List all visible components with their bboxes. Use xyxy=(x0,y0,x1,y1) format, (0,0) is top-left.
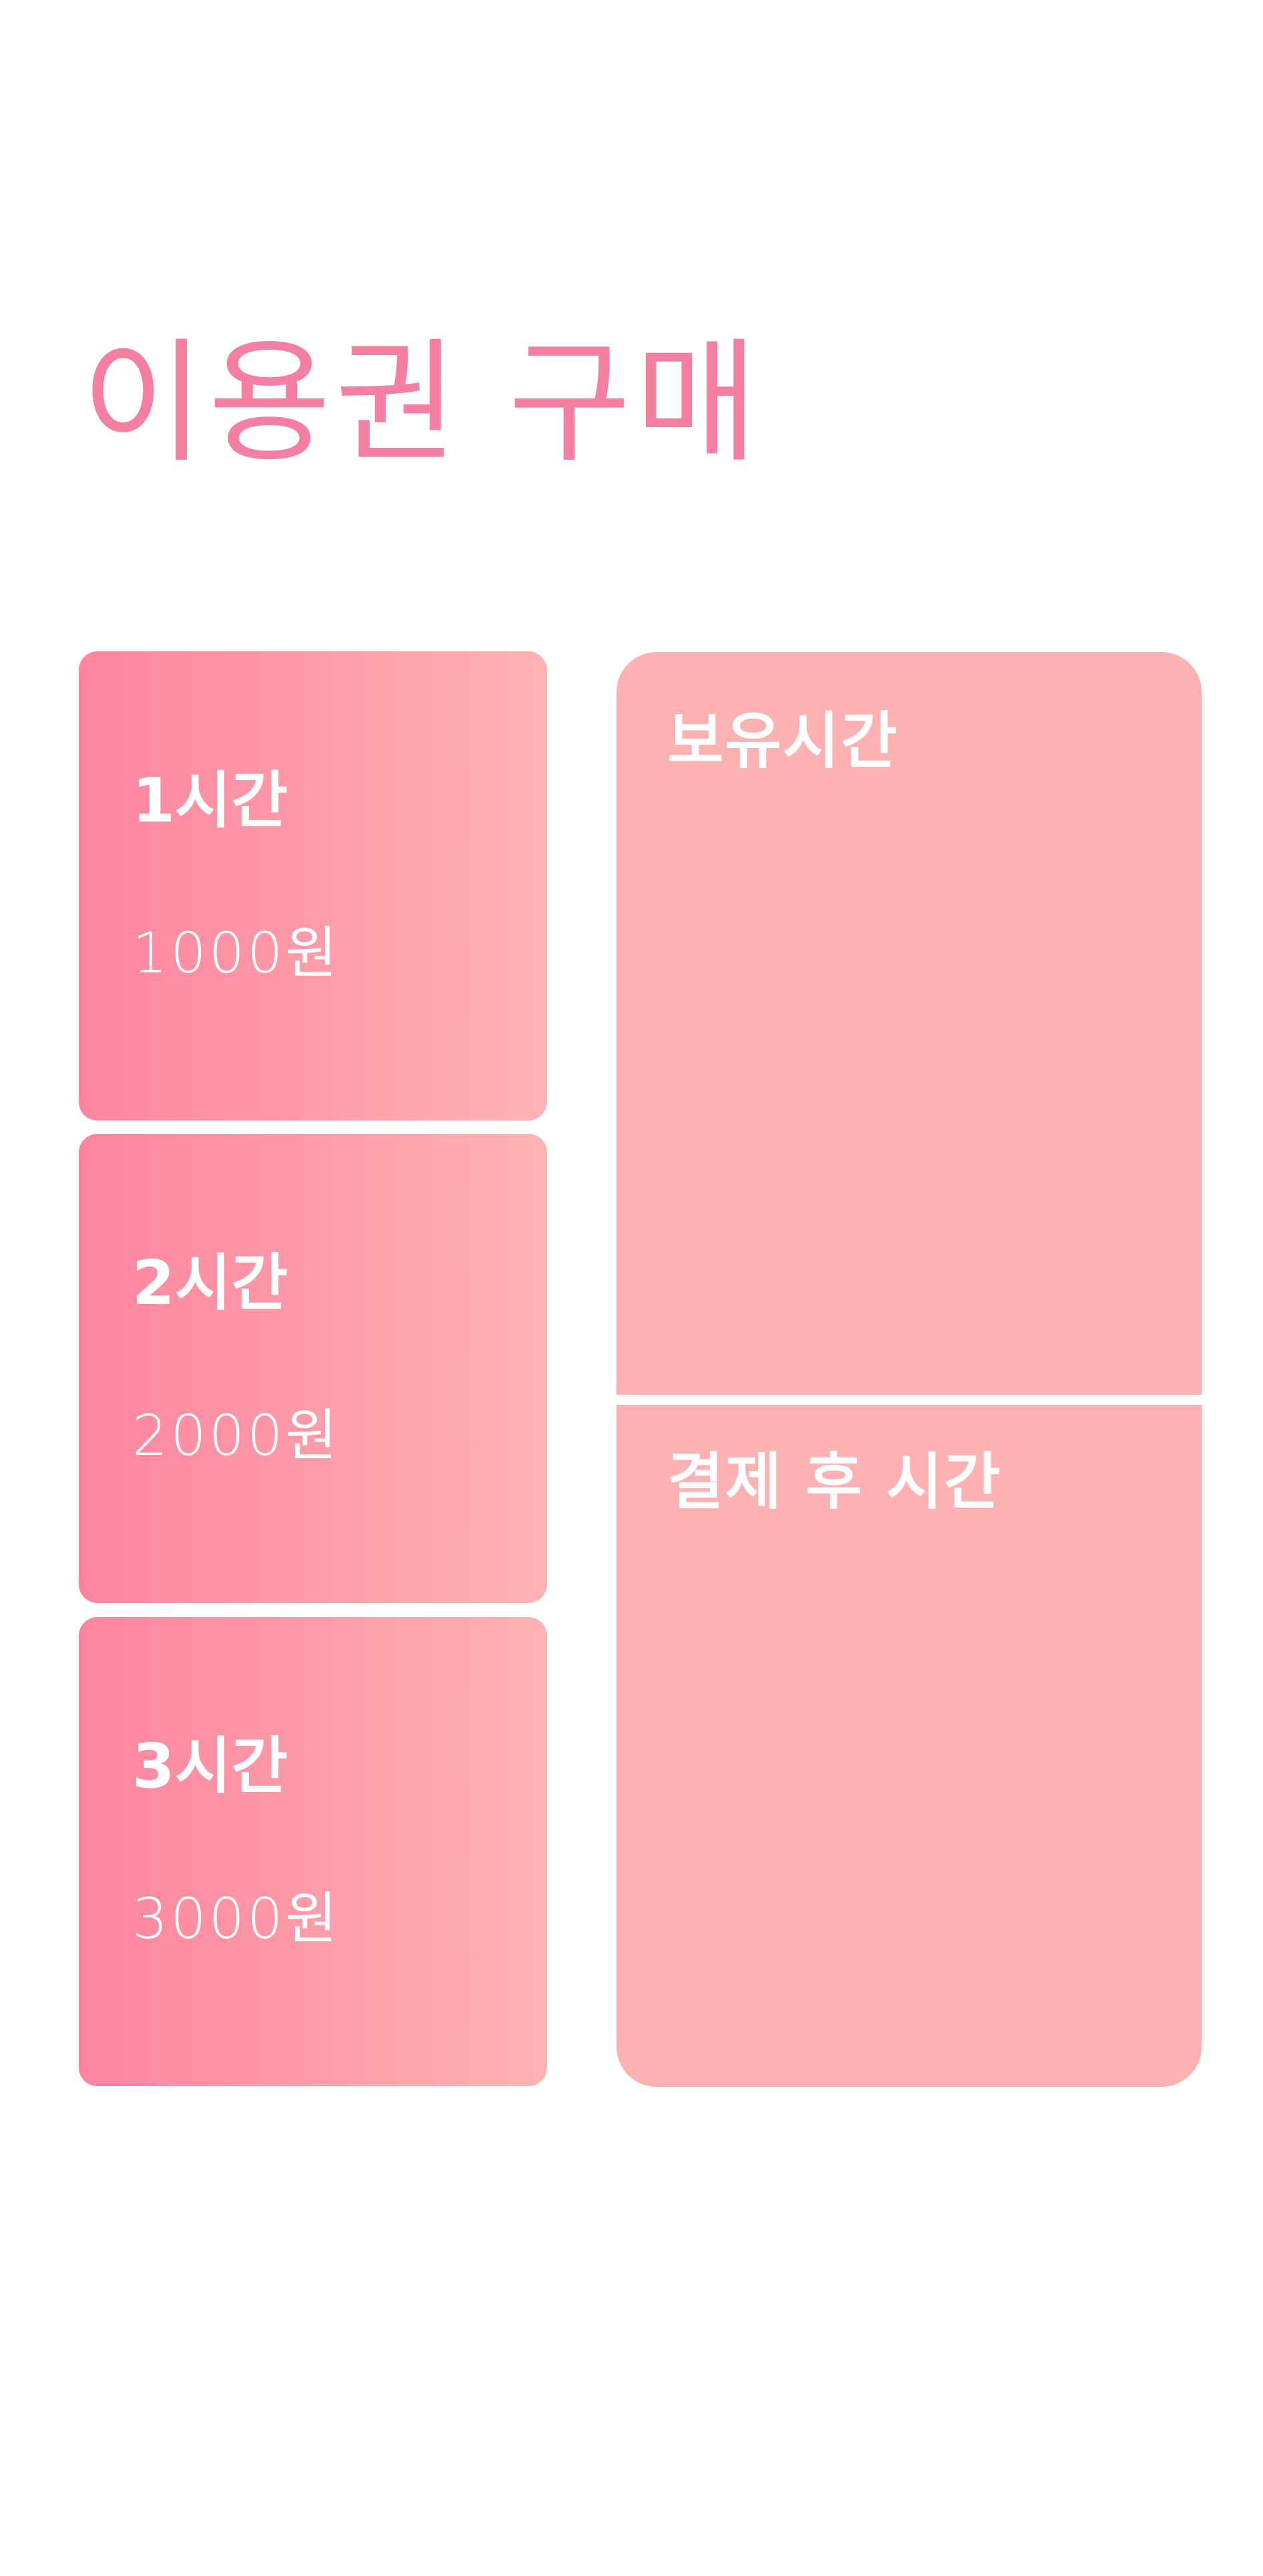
after-payment-time-label: 결제 후 시간 xyxy=(667,1446,1002,1518)
ticket-option-3-hours[interactable]: 3시간 3000원 xyxy=(79,1617,547,2086)
ticket-option-2-hours[interactable]: 2시간 2000원 xyxy=(79,1134,547,1603)
page-title: 이용권 구매 xyxy=(81,326,762,481)
ticket-option-1-hour[interactable]: 1시간 1000원 xyxy=(79,651,547,1120)
ticket-price: 3000원 xyxy=(132,1886,340,1951)
ticket-price: 1000원 xyxy=(132,920,340,986)
ticket-name: 2시간 xyxy=(132,1247,288,1319)
owned-time-label: 보유시간 xyxy=(667,705,899,777)
ticket-price: 2000원 xyxy=(132,1403,340,1468)
ticket-name: 3시간 xyxy=(132,1730,288,1802)
after-payment-time-panel: 결제 후 시간 xyxy=(616,1405,1202,2087)
owned-time-panel: 보유시간 xyxy=(616,652,1202,1395)
ticket-name: 1시간 xyxy=(132,765,288,836)
